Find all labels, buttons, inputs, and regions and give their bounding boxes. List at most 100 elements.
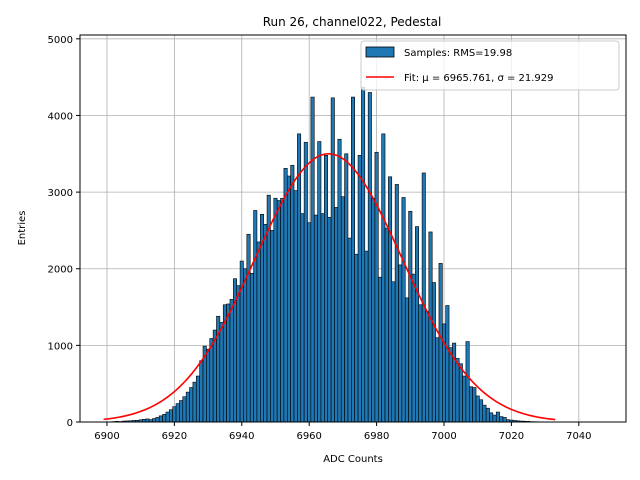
histogram-bar — [219, 322, 224, 423]
histogram-bar — [431, 282, 436, 423]
histogram-bar — [320, 213, 325, 423]
histogram-bar — [425, 311, 430, 423]
histogram-bar — [374, 151, 379, 423]
histogram-bar — [418, 304, 423, 423]
histogram-bar — [398, 264, 403, 423]
y-tick-label: 5000 — [48, 35, 73, 46]
histogram-bar — [381, 133, 386, 423]
histogram-bar — [458, 363, 463, 423]
histogram-bar — [448, 347, 453, 423]
histogram-bar — [330, 97, 335, 423]
histogram-bar — [195, 375, 200, 423]
histogram-bar — [351, 96, 355, 423]
histogram-bar — [388, 176, 393, 423]
histogram-bar — [377, 276, 382, 423]
histogram-bar — [371, 197, 376, 423]
legend-label-fit: Fit: μ = 6965.761, σ = 21.929 — [404, 73, 554, 84]
histogram-bar — [445, 305, 450, 423]
y-tick-label: 3000 — [48, 188, 73, 199]
histogram-bar — [290, 164, 295, 423]
histogram-bar — [347, 237, 352, 423]
legend-patch-samples — [365, 46, 395, 58]
histogram-bar — [249, 273, 254, 423]
histogram-bar — [357, 155, 362, 423]
histogram-bar — [344, 153, 349, 423]
histogram-bar — [273, 197, 278, 423]
histogram-bar — [340, 196, 345, 423]
histogram-bar — [313, 214, 318, 423]
histogram-bar — [155, 417, 160, 423]
histogram-bar — [384, 227, 389, 423]
histogram-bar — [438, 263, 443, 423]
x-tick-label: 6960 — [296, 431, 321, 442]
histogram-bar — [310, 96, 315, 423]
histogram-bar — [229, 299, 234, 423]
histogram-bar — [286, 175, 291, 423]
histogram-bar — [455, 358, 460, 423]
histogram-bar — [327, 217, 332, 423]
histogram-bar — [462, 375, 467, 423]
histogram-bar — [337, 138, 342, 423]
histogram-bar — [162, 414, 167, 423]
histogram-bar — [334, 207, 339, 423]
x-axis-ticks: 6900 6920 6940 6960 6980 7000 7020 7040 — [94, 422, 592, 442]
y-axis-ticks: 0 1000 2000 3000 4000 5000 — [48, 35, 80, 429]
histogram-bar — [212, 329, 217, 423]
histogram-bar — [492, 414, 497, 423]
histogram-bar — [256, 241, 261, 423]
x-tick-label: 7040 — [566, 431, 591, 442]
fit-curve-group — [103, 152, 556, 421]
histogram-bar — [475, 395, 480, 423]
histogram-bar — [404, 297, 409, 423]
histogram-bar — [479, 399, 484, 423]
histogram-bar — [189, 387, 194, 423]
y-tick-label: 2000 — [48, 265, 73, 276]
histogram-bar — [246, 233, 251, 423]
histogram-bar — [411, 273, 416, 423]
histogram-bar — [175, 403, 180, 423]
y-axis-label: Entries — [17, 211, 28, 246]
histogram-bar — [243, 268, 248, 423]
histogram-bar — [367, 92, 372, 423]
histogram-bar — [179, 400, 184, 423]
legend-box — [360, 40, 620, 91]
x-tick-label: 6940 — [229, 431, 254, 442]
histogram-bar — [270, 230, 275, 423]
histogram-bar — [391, 281, 396, 423]
histogram-bar — [169, 409, 173, 423]
histogram-bar — [283, 168, 288, 423]
histogram-bar — [263, 223, 268, 423]
histogram-bar — [276, 200, 281, 423]
histogram-bar — [394, 184, 399, 423]
histogram-bar — [317, 141, 322, 423]
histogram-bar — [421, 172, 426, 423]
histogram-bar — [280, 197, 285, 423]
histogram-bars — [111, 86, 544, 423]
histogram-bar — [401, 197, 406, 423]
histogram-bar — [206, 348, 211, 423]
histogram-bar — [165, 411, 170, 423]
y-tick-label: 4000 — [48, 111, 73, 122]
histogram-bar — [468, 386, 473, 423]
histogram-bar — [408, 210, 413, 423]
y-tick-label: 1000 — [48, 341, 73, 352]
histogram-bar — [489, 412, 494, 423]
fit-curve — [103, 152, 556, 421]
histogram-bar — [152, 418, 157, 423]
histogram-bar — [158, 415, 163, 423]
histogram-bar — [253, 210, 258, 423]
histogram-bar — [495, 411, 500, 423]
legend: Samples: RMS=19.98 Fit: μ = 6965.761, σ … — [360, 40, 620, 91]
histogram-bar — [303, 141, 308, 423]
histogram-bar — [354, 253, 359, 423]
histogram-bar — [465, 341, 470, 423]
x-tick-label: 6920 — [162, 431, 187, 442]
histogram-bar — [172, 406, 177, 423]
histogram-bar — [293, 190, 298, 423]
histogram-bar — [185, 391, 190, 423]
plot-frame — [79, 34, 627, 423]
histogram-bar — [428, 231, 433, 423]
histogram-bar — [236, 285, 241, 423]
histogram-bar — [482, 404, 487, 423]
